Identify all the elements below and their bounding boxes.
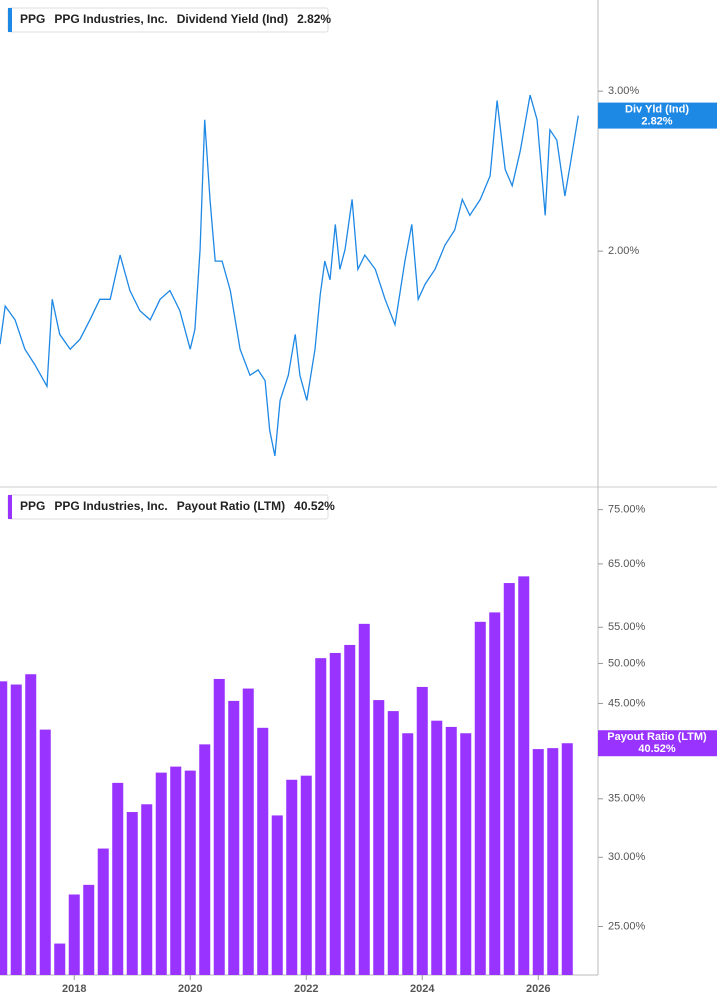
bar: [460, 733, 472, 975]
legend-company: PPG Industries, Inc.: [54, 499, 167, 513]
legend-ticker: PPG: [20, 12, 45, 26]
bar: [25, 674, 37, 975]
bar: [213, 678, 225, 975]
bar: [184, 770, 196, 975]
bar: [170, 766, 182, 975]
value-badge: [598, 730, 717, 757]
y-tick-label: 65.00%: [608, 558, 646, 570]
x-tick-label: 2024: [410, 983, 435, 995]
bar: [228, 700, 240, 975]
badge-value: 40.52%: [638, 743, 676, 755]
bar: [0, 681, 8, 975]
y-tick-label: 50.00%: [608, 657, 646, 669]
y-tick-label: 55.00%: [608, 621, 646, 633]
legend-title-value: 2.82%: [297, 12, 331, 26]
x-tick-label: 2022: [294, 983, 318, 995]
bar: [561, 743, 573, 975]
legend-swatch: [8, 495, 12, 519]
y-tick-label: 75.00%: [608, 503, 646, 515]
bar: [286, 779, 298, 975]
bar: [39, 729, 51, 975]
y-tick-label: 25.00%: [608, 920, 646, 932]
y-tick-label: 35.00%: [608, 793, 646, 805]
bar: [373, 700, 385, 975]
bar: [445, 726, 457, 975]
bar: [257, 727, 269, 975]
bar: [532, 749, 544, 975]
bar: [242, 688, 254, 975]
bar: [329, 652, 341, 975]
y-tick-label: 2.00%: [608, 245, 639, 257]
legend-title: Payout Ratio (LTM): [177, 499, 285, 513]
bar: [474, 621, 486, 975]
x-tick-label: 2026: [526, 983, 550, 995]
bar: [155, 772, 167, 975]
bar: [300, 775, 312, 975]
bar: [358, 623, 370, 975]
bar: [97, 848, 109, 975]
legend-company: PPG Industries, Inc.: [54, 12, 167, 26]
bar: [68, 894, 80, 975]
bar: [489, 612, 501, 975]
value-badge: [598, 102, 717, 129]
legend-swatch: [8, 8, 12, 32]
bar: [387, 711, 399, 975]
y-tick-label: 3.00%: [608, 85, 639, 97]
bar: [518, 576, 530, 975]
y-tick-label: 45.00%: [608, 697, 646, 709]
bar: [416, 686, 428, 975]
bar: [402, 733, 414, 975]
x-tick-label: 2018: [62, 983, 86, 995]
bar: [10, 684, 22, 975]
bar: [141, 804, 153, 975]
line: [0, 94, 579, 457]
y-tick-label: 30.00%: [608, 851, 646, 863]
x-tick-label: 2020: [178, 983, 202, 995]
bar: [83, 884, 95, 975]
legend-title-value: 40.52%: [294, 499, 335, 513]
legend-title: Dividend Yield (Ind): [177, 12, 288, 26]
badge-name: Div Yld (Ind): [625, 103, 689, 115]
badge-value: 2.82%: [641, 115, 672, 127]
bar: [271, 815, 283, 975]
badge-name: Payout Ratio (LTM): [607, 731, 707, 743]
bar: [431, 720, 443, 975]
bar: [54, 943, 66, 975]
bar: [315, 658, 327, 975]
bar: [126, 812, 138, 975]
bar: [503, 583, 515, 975]
bar: [344, 644, 356, 975]
bar: [547, 748, 559, 975]
bar: [199, 744, 211, 975]
bar: [112, 782, 124, 975]
legend-ticker: PPG: [20, 499, 45, 513]
